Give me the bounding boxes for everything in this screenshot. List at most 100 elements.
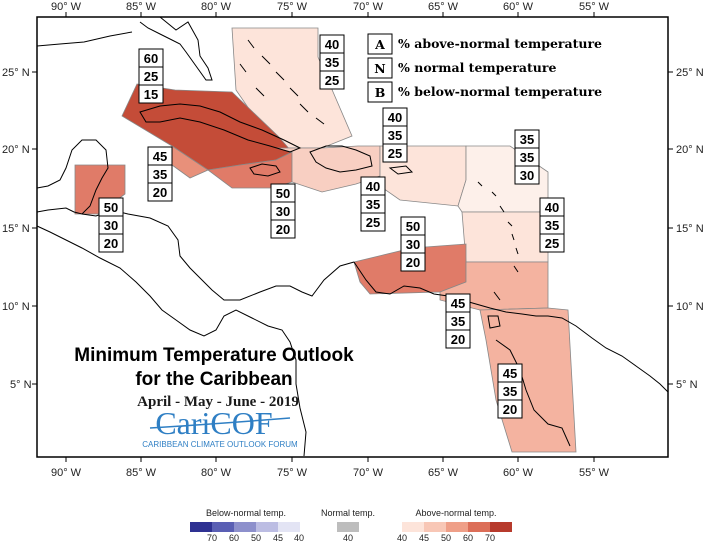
- colorbar-swatch: [337, 522, 359, 532]
- map-frame: [36, 16, 669, 458]
- lat-labels-left: 25° N 20° N 15° N 10° N 5° N: [2, 67, 32, 391]
- value-above: 50: [276, 186, 290, 201]
- colorbar-label: 40: [343, 533, 353, 542]
- lat-labels-right: 25° N 20° N 15° N 10° N 5° N: [676, 67, 704, 391]
- lat-label: 15° N: [676, 223, 704, 235]
- lat-label: 5° N: [676, 379, 698, 391]
- value-boxes: 40 35 25 60 25 15 45 35 20 50 30 20 50 3…: [98, 34, 565, 419]
- zone-bahamas: [231, 27, 353, 149]
- category-legend: A % above-normal temperature N % normal …: [367, 33, 602, 103]
- value-below: 25: [388, 146, 402, 161]
- colorbar-swatch: [190, 522, 212, 532]
- forecast-period: April - May - June - 2019: [137, 394, 299, 410]
- value-normal: 35: [503, 384, 517, 399]
- value-below: 25: [366, 215, 380, 230]
- lon-labels-top: 90° W 85° W 80° W 75° W 70° W 65° W 60° …: [51, 1, 610, 13]
- lon-label: 60° W: [503, 1, 534, 13]
- lon-label: 55° W: [579, 467, 610, 479]
- value-below: 20: [104, 236, 118, 251]
- south-america-coast: [353, 261, 669, 393]
- lon-label: 90° W: [51, 1, 82, 13]
- colorbar-label: 60: [463, 533, 473, 542]
- colorbar-swatch: [212, 522, 234, 532]
- value-box-belize: 50 30 20: [98, 197, 124, 253]
- value-below: 15: [144, 87, 158, 102]
- colorbar-label: 40: [294, 533, 304, 542]
- value-below: 20: [276, 222, 290, 237]
- lon-label: 60° W: [503, 467, 534, 479]
- colorbar-swatch: [446, 522, 468, 532]
- value-normal: 35: [153, 167, 167, 182]
- bahamas-islands: [239, 39, 325, 125]
- value-normal: 30: [276, 204, 290, 219]
- value-above: 45: [153, 149, 167, 164]
- colorbar-label: 40: [397, 533, 407, 542]
- colorbar-normal: Normal temp. 40: [321, 508, 375, 542]
- colorbar-label: 70: [485, 533, 495, 542]
- gulf-coast: [36, 31, 133, 47]
- value-below: 30: [520, 168, 534, 183]
- value-normal: 30: [104, 218, 118, 233]
- value-box-windward: 40 35 25: [539, 197, 565, 253]
- guiana-interior: [495, 339, 571, 447]
- lat-label: 10° N: [2, 301, 30, 313]
- value-box-guianas: 45 35 20: [497, 363, 523, 419]
- colorbar-swatch: [402, 522, 424, 532]
- hispaniola-coast: [309, 145, 373, 173]
- legend-text: % below-normal temperature: [398, 84, 602, 99]
- ticks: [32, 12, 673, 462]
- value-box-puerto-rico-east: 40 35 25: [360, 176, 386, 232]
- map-title: Minimum Temperature Outlook: [74, 345, 354, 366]
- value-above: 35: [520, 132, 534, 147]
- value-below: 20: [451, 332, 465, 347]
- trinidad-coast: [487, 315, 501, 329]
- lon-label: 85° W: [126, 467, 157, 479]
- lon-label: 70° W: [353, 467, 384, 479]
- value-box-leeward: 35 35 30: [514, 129, 540, 185]
- value-normal: 30: [406, 237, 420, 252]
- value-box-bahamas: 40 35 25: [319, 34, 345, 90]
- colorbar-swatch: [234, 522, 256, 532]
- value-box-jamaica-south: 50 30 20: [270, 183, 296, 239]
- colorbar-swatch: [278, 522, 300, 532]
- lat-label: 20° N: [2, 144, 30, 156]
- lon-label: 80° W: [201, 1, 232, 13]
- value-above: 45: [451, 296, 465, 311]
- logo-subtitle: CARIBBEAN CLIMATE OUTLOOK FORUM: [142, 440, 298, 449]
- value-below: 25: [325, 73, 339, 88]
- florida-coast: [139, 16, 213, 81]
- value-box-abc-islands: 50 30 20: [400, 216, 426, 272]
- legend-key: N: [374, 61, 385, 76]
- value-above: 40: [325, 37, 339, 52]
- lon-label: 75° W: [277, 467, 308, 479]
- lon-label: 65° W: [428, 467, 459, 479]
- value-above: 40: [388, 110, 402, 125]
- colorbar-label: 50: [441, 533, 451, 542]
- value-box-cuba: 60 25 15: [138, 48, 164, 104]
- legend-key: B: [375, 85, 386, 100]
- lat-label: 20° N: [676, 144, 704, 156]
- lat-label: 5° N: [10, 379, 32, 391]
- lon-label: 55° W: [579, 1, 610, 13]
- map-subtitle: for the Caribbean: [135, 369, 292, 390]
- value-normal: 35: [388, 128, 402, 143]
- coastlines: [36, 16, 669, 457]
- yucatan-coast: [36, 139, 109, 215]
- value-box-hispaniola: 40 35 25: [382, 107, 408, 163]
- value-box-cayman-jamaica: 45 35 20: [147, 146, 173, 202]
- colorbar-label: 50: [251, 533, 261, 542]
- lon-label: 90° W: [51, 467, 82, 479]
- value-above: 50: [104, 200, 118, 215]
- colorbar-label: 45: [273, 533, 283, 542]
- central-america-coast: [81, 209, 355, 301]
- lon-label: 75° W: [277, 1, 308, 13]
- logo-swoosh-icon: [149, 417, 291, 429]
- colorbar-swatch: [256, 522, 278, 532]
- colorbar-label: 60: [229, 533, 239, 542]
- cuba-coast: [139, 103, 302, 153]
- pacific-coast: [36, 225, 307, 457]
- value-normal: 25: [144, 69, 158, 84]
- lat-label: 10° N: [676, 301, 704, 313]
- lesser-antilles: [477, 181, 519, 301]
